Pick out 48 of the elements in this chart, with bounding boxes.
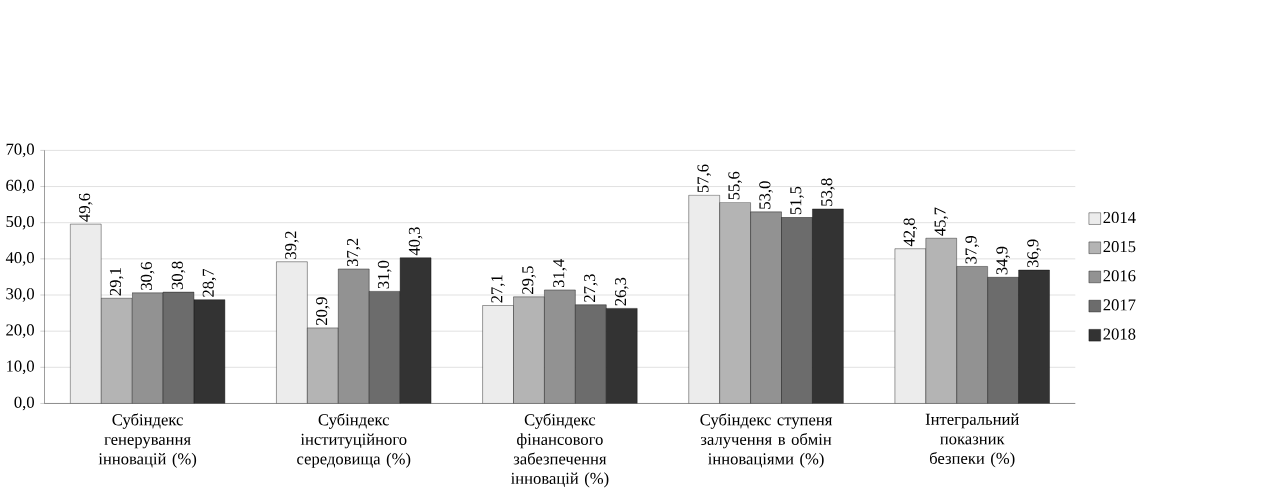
y-tick-label: 50,0 bbox=[6, 215, 34, 230]
data-label: 26,3 bbox=[614, 277, 629, 306]
data-label: 51,5 bbox=[790, 186, 804, 215]
x-tick-label: Субіндекс генерування інновацій (%) bbox=[98, 413, 197, 468]
data-label: 57,6 bbox=[697, 164, 711, 193]
data-label: 42,8 bbox=[903, 218, 918, 247]
data-label: 36,9 bbox=[1027, 239, 1041, 268]
data-label: 29,5 bbox=[522, 266, 536, 294]
data-label: 53,0 bbox=[759, 181, 773, 209]
data-label: 37,2 bbox=[346, 238, 361, 267]
legend-label: 2014 bbox=[1103, 211, 1136, 224]
x-tick-label: Субіндекс ступеня залучення в обмін інноваціями (%) bbox=[700, 413, 833, 468]
legend-label: 2015 bbox=[1103, 241, 1136, 253]
bar bbox=[750, 211, 782, 404]
x-tick-label: Субіндекс інституційного середовища (%) bbox=[297, 413, 411, 468]
bar bbox=[338, 269, 370, 404]
y-tick-label: 20,0 bbox=[6, 324, 34, 338]
y-tick-label: 70,0 bbox=[6, 143, 34, 158]
data-label: 30,6 bbox=[140, 262, 155, 290]
data-label: 40,3 bbox=[408, 227, 423, 256]
data-label: 31,4 bbox=[553, 259, 567, 288]
x-tick-label: Субіндекс фінансового забезпечення інновацій (%) bbox=[510, 413, 609, 488]
y-tick-label: 10,0 bbox=[7, 360, 34, 375]
data-label: 37,9 bbox=[965, 235, 979, 264]
data-label: 20,9 bbox=[316, 297, 330, 326]
data-label: 28,7 bbox=[202, 268, 217, 297]
x-tick-label: Інтегральний показник безпеки (%) bbox=[925, 413, 1019, 468]
data-label: 30,8 bbox=[171, 261, 186, 290]
bar bbox=[132, 292, 164, 404]
legend-label: 2016 bbox=[1103, 270, 1136, 282]
y-tick-label: 30,0 bbox=[6, 288, 34, 302]
data-label: 45,7 bbox=[934, 207, 949, 236]
data-label: 39,2 bbox=[285, 231, 299, 259]
data-label: 29,1 bbox=[109, 268, 124, 296]
bar bbox=[544, 289, 576, 404]
y-tick-label: 40,0 bbox=[5, 252, 34, 266]
y-tick-label: 0,0 bbox=[14, 396, 34, 411]
data-label: 27,1 bbox=[491, 275, 505, 303]
data-label: 34,9 bbox=[996, 246, 1010, 275]
legend-label: 2018 bbox=[1103, 328, 1136, 340]
data-label: 27,3 bbox=[584, 274, 598, 302]
data-label: 55,6 bbox=[728, 171, 742, 200]
data-label: 49,6 bbox=[78, 193, 93, 222]
y-tick-label: 60,0 bbox=[6, 179, 34, 194]
legend-label: 2017 bbox=[1103, 299, 1136, 311]
bar bbox=[956, 266, 988, 404]
data-label: 53,8 bbox=[821, 178, 835, 206]
data-label: 31,0 bbox=[377, 260, 392, 289]
